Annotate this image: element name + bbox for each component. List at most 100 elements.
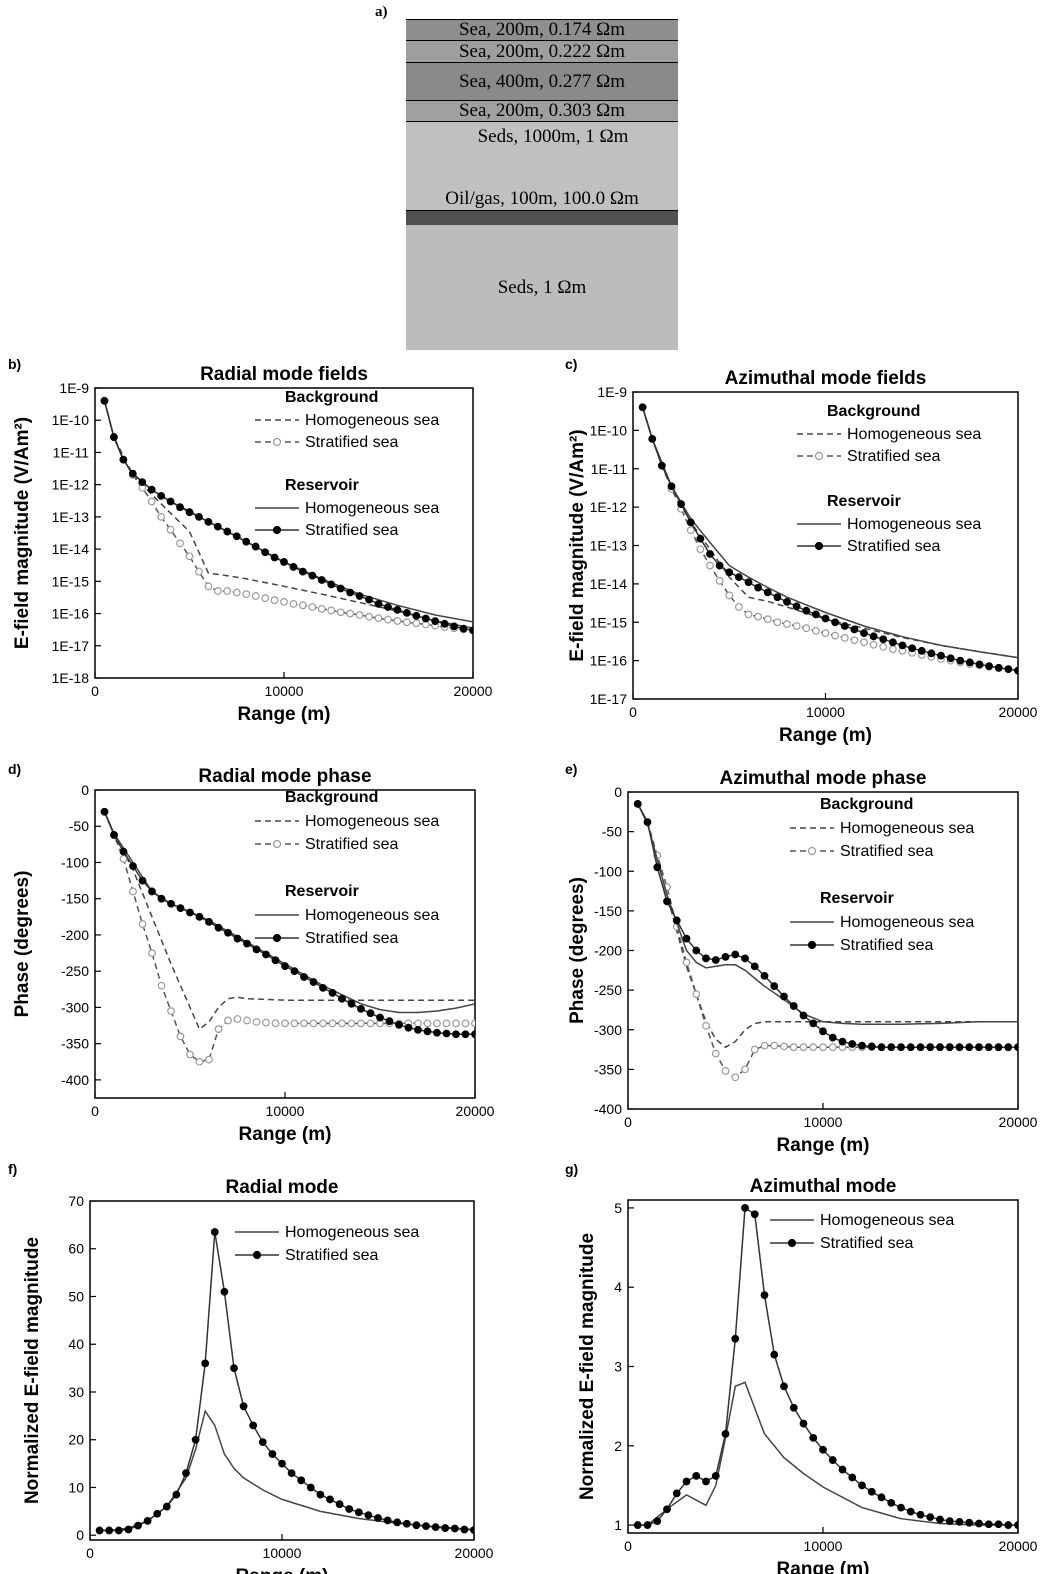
y-tick-label: 1E-11 <box>591 461 628 477</box>
data-point-background-stratified-sea <box>213 587 222 595</box>
data-point-stratified-sea <box>750 1210 759 1219</box>
data-point-background-stratified-sea <box>789 1043 798 1052</box>
data-point-background-stratified-sea <box>195 1057 204 1066</box>
data-point-background-stratified-sea <box>157 981 166 990</box>
legend-label-stratified-sea: Stratified sea <box>840 843 933 860</box>
data-point-reservoir-stratified-sea <box>347 999 356 1008</box>
y-tick-label: 0 <box>76 1527 84 1543</box>
data-point-reservoir-stratified-sea <box>682 934 691 943</box>
data-point-background-stratified-sea <box>393 617 402 625</box>
data-point-background-stratified-sea <box>442 1019 451 1028</box>
legend-marker <box>272 933 282 943</box>
data-point-stratified-sea <box>402 1519 411 1528</box>
y-tick-label: 1E-11 <box>53 444 90 460</box>
data-point-reservoir-stratified-sea <box>384 603 392 611</box>
data-point-reservoir-stratified-sea <box>731 950 740 959</box>
data-point-reservoir-stratified-sea <box>927 649 936 658</box>
data-point-background-stratified-sea <box>423 1019 432 1028</box>
data-point-reservoir-stratified-sea <box>290 967 299 976</box>
data-point-reservoir-stratified-sea <box>138 876 147 885</box>
plot-area <box>100 807 475 1066</box>
y-tick-label: -250 <box>61 963 89 979</box>
data-point-background-stratified-sea <box>148 949 156 957</box>
data-point-stratified-sea <box>653 1517 662 1526</box>
data-point-background-stratified-sea <box>357 1019 365 1028</box>
y-tick-label: -250 <box>594 982 622 998</box>
data-point-background-stratified-sea <box>692 990 701 998</box>
data-point-stratified-sea <box>682 1477 691 1486</box>
data-point-stratified-sea <box>143 1517 152 1525</box>
data-point-background-stratified-sea <box>809 1043 818 1052</box>
data-point-stratified-sea <box>374 1514 382 1522</box>
y-tick-label: 5 <box>614 1200 622 1216</box>
data-point-reservoir-stratified-sea <box>741 954 749 963</box>
data-point-stratified-sea <box>239 1402 248 1411</box>
data-point-reservoir-stratified-sea <box>945 1043 954 1052</box>
legend-group-reservoir: Reservoir <box>820 890 894 907</box>
data-point-reservoir-stratified-sea <box>338 994 346 1003</box>
data-point-stratified-sea <box>721 1429 730 1438</box>
data-point-background-stratified-sea <box>167 1007 175 1015</box>
legend-label-homogeneous-sea: Homogeneous sea <box>847 426 981 443</box>
data-point-reservoir-stratified-sea <box>110 831 118 839</box>
y-tick-label: -200 <box>594 943 622 959</box>
data-point-reservoir-stratified-sea <box>906 1043 915 1052</box>
data-point-background-stratified-sea <box>186 1050 194 1059</box>
data-point-background-stratified-sea <box>879 642 888 651</box>
data-point-stratified-sea <box>731 1334 740 1343</box>
y-tick-label: -100 <box>594 863 622 879</box>
x-axis-label: Range (m) <box>236 1566 329 1574</box>
data-point-stratified-sea <box>162 1502 171 1511</box>
data-point-reservoir-stratified-sea <box>195 912 204 921</box>
x-tick-label: 0 <box>624 1538 632 1554</box>
data-point-reservoir-stratified-sea <box>261 548 270 557</box>
y-tick-label: 1E-17 <box>590 691 628 707</box>
series-line-background-stratified-sea <box>103 400 473 632</box>
data-point-reservoir-stratified-sea <box>828 1033 837 1042</box>
data-point-background-stratified-sea <box>811 626 820 635</box>
data-point-background-stratified-sea <box>290 1019 299 1028</box>
legend-label-homogeneous-sea: Homogeneous sea <box>820 1212 954 1229</box>
data-point-stratified-sea <box>172 1490 181 1499</box>
data-point-background-stratified-sea <box>185 552 194 561</box>
data-point-reservoir-stratified-sea <box>308 571 317 580</box>
data-point-reservoir-stratified-sea <box>176 904 185 913</box>
data-point-background-stratified-sea <box>223 587 232 595</box>
data-point-stratified-sea <box>268 1450 277 1458</box>
data-point-stratified-sea <box>975 1519 983 1528</box>
data-point-background-stratified-sea <box>157 512 166 521</box>
y-tick-label: -50 <box>602 824 622 840</box>
data-point-background-stratified-sea <box>299 601 307 610</box>
data-point-reservoir-stratified-sea <box>1014 666 1018 675</box>
x-tick-label: 0 <box>91 1103 99 1119</box>
data-point-reservoir-stratified-sea <box>975 1043 983 1052</box>
data-point-stratified-sea <box>345 1505 354 1513</box>
data-point-reservoir-stratified-sea <box>848 1040 857 1048</box>
data-point-reservoir-stratified-sea <box>917 646 926 655</box>
data-point-reservoir-stratified-sea <box>653 863 662 872</box>
data-point-reservoir-stratified-sea <box>869 632 878 641</box>
series-line-reservoir-stratified-sea <box>103 811 475 1035</box>
data-point-reservoir-stratified-sea <box>696 534 705 543</box>
data-point-reservoir-stratified-sea <box>633 799 642 808</box>
data-point-reservoir-stratified-sea <box>802 606 811 615</box>
data-point-background-stratified-sea <box>319 1019 327 1028</box>
data-point-reservoir-stratified-sea <box>423 1027 432 1036</box>
chart-title: Azimuthal mode <box>750 1176 897 1197</box>
data-point-reservoir-stratified-sea <box>763 588 772 597</box>
y-tick-label: 1E-15 <box>52 573 90 589</box>
legend-marker <box>814 541 824 551</box>
data-point-background-stratified-sea <box>308 603 317 611</box>
x-tick-label: 10000 <box>806 704 845 720</box>
y-tick-label: 1E-13 <box>590 538 628 554</box>
data-point-stratified-sea <box>258 1438 267 1447</box>
data-point-reservoir-stratified-sea <box>442 1029 451 1038</box>
layer-seds-upper: Seds, 1000m, 1 Ωm <box>406 121 678 210</box>
data-point-reservoir-stratified-sea <box>760 971 769 980</box>
data-point-reservoir-stratified-sea <box>936 1043 944 1052</box>
y-tick-label: 1E-18 <box>52 670 90 686</box>
x-tick-label: 20000 <box>999 1538 1038 1554</box>
data-point-reservoir-stratified-sea <box>289 563 298 571</box>
data-point-stratified-sea <box>828 1456 837 1464</box>
